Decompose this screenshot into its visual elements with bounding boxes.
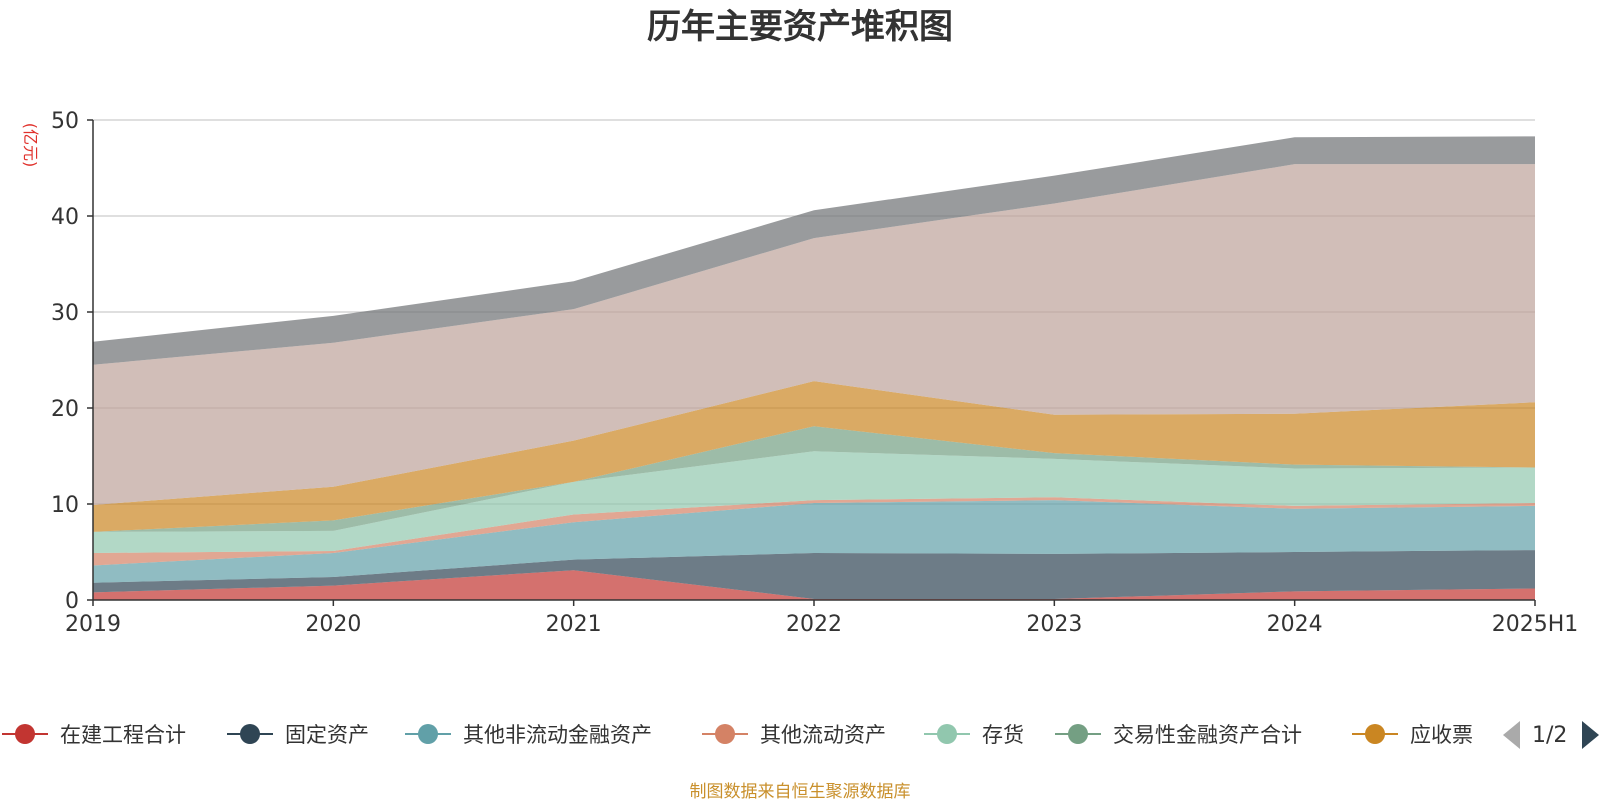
legend-dot-icon	[15, 724, 35, 744]
legend-item[interactable]: 其他流动资产	[702, 723, 886, 747]
triangle-right-icon[interactable]	[1582, 721, 1599, 749]
legend-label: 在建工程合计	[60, 723, 186, 747]
legend-label: 存货	[982, 723, 1024, 747]
y-tick-label: 20	[51, 397, 79, 422]
y-axis-label: (亿元)	[21, 123, 40, 168]
x-tick-label: 2019	[65, 612, 121, 637]
legend-dot-icon	[1365, 724, 1385, 744]
area-series-9	[93, 136, 1535, 365]
area-series-3	[93, 500, 1535, 583]
legend-label: 应收票	[1410, 723, 1473, 747]
area-series-8	[93, 164, 1535, 505]
y-tick-label: 40	[51, 205, 79, 230]
legend-dot-icon	[240, 724, 260, 744]
area-series-5	[93, 451, 1535, 553]
legend-label: 其他流动资产	[760, 723, 886, 747]
area-series-2	[93, 550, 1535, 600]
legend-dot-icon	[715, 724, 735, 744]
y-tick-label: 10	[51, 493, 79, 518]
x-tick-label: 2025H1	[1492, 612, 1579, 637]
legend-label: 其他非流动金融资产	[463, 723, 652, 747]
legend: 在建工程合计 固定资产 其他非流动金融资产 其他流动资产 存货 交易性金融资产合计 应收票	[2, 723, 1473, 747]
legend-item[interactable]: 应收票	[1352, 723, 1473, 747]
legend-item[interactable]: 在建工程合计	[2, 723, 186, 747]
chart-title: 历年主要资产堆积图	[647, 7, 953, 47]
legend-item[interactable]: 固定资产	[227, 723, 369, 747]
y-tick-labels: 0 10 20 30 40 50	[51, 109, 93, 614]
legend-item[interactable]: 存货	[924, 723, 1024, 747]
x-tick-label: 2020	[305, 612, 361, 637]
area-series-7	[93, 381, 1535, 532]
area-series-1	[93, 570, 1535, 600]
y-tick-label: 50	[51, 109, 79, 134]
legend-label: 交易性金融资产合计	[1113, 723, 1302, 747]
legend-dot-icon	[418, 724, 438, 744]
area-series-6	[93, 426, 1535, 532]
legend-label: 固定资产	[285, 723, 369, 747]
y-tick-label: 30	[51, 301, 79, 326]
legend-page-indicator: 1/2	[1532, 723, 1567, 748]
x-tick-label: 2023	[1026, 612, 1082, 637]
area-series	[93, 136, 1535, 600]
data-source-note: 制图数据来自恒生聚源数据库	[690, 782, 911, 800]
legend-pager: 1/2	[1503, 721, 1599, 749]
legend-dot-icon	[1068, 724, 1088, 744]
y-tick-label: 0	[65, 589, 79, 614]
legend-item[interactable]: 交易性金融资产合计	[1055, 723, 1302, 747]
legend-item[interactable]: 其他非流动金融资产	[405, 723, 652, 747]
x-tick-label: 2024	[1267, 612, 1323, 637]
legend-dot-icon	[937, 724, 957, 744]
triangle-left-icon[interactable]	[1503, 721, 1520, 749]
x-tick-label: 2021	[546, 612, 602, 637]
x-tick-labels: 2019 2020 2021 2022 2023 2024 2025H1	[65, 600, 1578, 637]
x-tick-label: 2022	[786, 612, 842, 637]
